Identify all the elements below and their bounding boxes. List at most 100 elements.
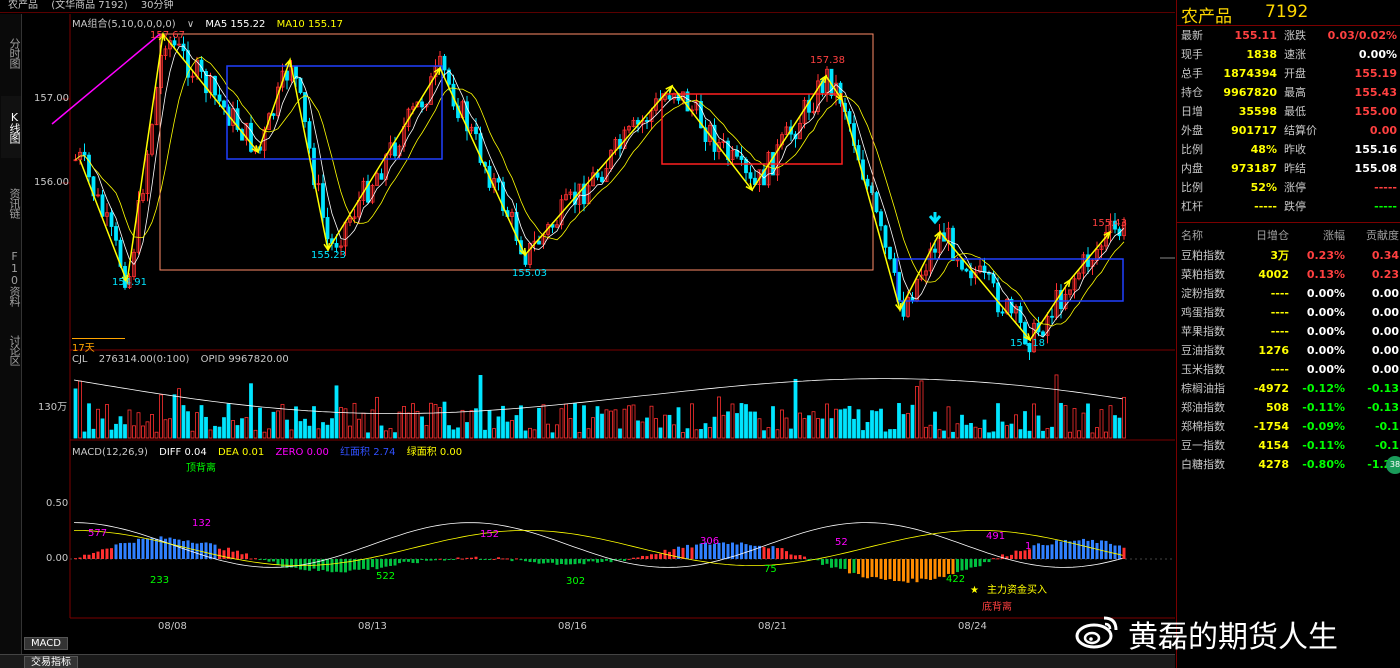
product-name: 农产品 <box>8 0 38 11</box>
y-tick-label: 157.00 <box>34 93 69 104</box>
high-price-label: 157.38 <box>810 55 845 66</box>
macd-histogram-bar <box>861 559 865 578</box>
candle-body <box>798 122 802 140</box>
notification-badge[interactable]: 38 <box>1386 456 1400 474</box>
volume-bar <box>253 429 258 439</box>
macd-indicator-header[interactable]: MACD(12,26,9) DIFF 0.04 DEA 0.01 ZERO 0.… <box>72 443 470 458</box>
main-chart[interactable] <box>0 0 1175 654</box>
volume-bar <box>244 417 249 439</box>
volume-bar <box>559 408 564 439</box>
index-row[interactable]: 棕榈油指 -4972 -0.12% -0.13 <box>1177 379 1400 398</box>
candle-body <box>1041 331 1045 336</box>
candle-body <box>325 217 330 240</box>
macd-histogram-bar <box>780 548 784 559</box>
tab-news[interactable]: 资讯链 <box>8 188 21 218</box>
title-bar: 农产品 (文华商品 7192) 30分钟 <box>0 0 1175 13</box>
volume-bar <box>483 429 487 439</box>
macd-histogram-bar <box>762 547 766 559</box>
tab-timeshare[interactable]: 分时图 <box>8 38 21 68</box>
days-label: 17天 <box>72 338 125 354</box>
macd-histogram-bar <box>929 559 932 580</box>
arrowhead-icon <box>1103 230 1112 239</box>
volume-indicator-header[interactable]: CJL 276314.00(0:100) OPID 9967820.00 <box>72 354 297 365</box>
macd-bar-count-label: 52 <box>835 537 848 548</box>
ma10-value: MA10 155.17 <box>276 19 343 30</box>
tab-discussion[interactable]: 讨论区 <box>8 335 21 365</box>
index-row[interactable]: 鸡蛋指数 ---- 0.00% 0.00 <box>1177 303 1400 322</box>
index-row[interactable]: 郑油指数 508 -0.11% -0.13 <box>1177 398 1400 417</box>
chevron-down-icon[interactable]: ∨ <box>186 19 195 30</box>
index-contribution: -0.13 <box>1367 401 1399 414</box>
macd-histogram-bar <box>200 542 203 559</box>
volume-bar <box>294 406 298 439</box>
index-row[interactable]: 玉米指数 ---- 0.00% 0.00 <box>1177 360 1400 379</box>
consolidation-box <box>159 33 874 271</box>
index-row[interactable]: 白糖指数 4278 -0.80% -1.24 <box>1177 455 1400 474</box>
macd-histogram-bar <box>483 559 487 560</box>
macd-bar-count-label: 1 <box>1025 541 1032 552</box>
index-row[interactable]: 豆油指数 1276 0.00% 0.00 <box>1177 341 1400 360</box>
macd-histogram-bar <box>1068 541 1072 559</box>
candle-body <box>645 120 649 123</box>
volume-bar <box>406 412 411 439</box>
volume-bar <box>879 408 883 439</box>
macd-histogram <box>73 522 1126 583</box>
x-tick-label: 08/21 <box>758 621 787 632</box>
watermark-text: 黄磊的期货人生 <box>1128 620 1338 655</box>
tab-f10[interactable]: F10资料 <box>8 250 21 306</box>
volume-bar <box>685 428 690 439</box>
quote-value: 48% <box>1250 143 1277 156</box>
macd-histogram-bar <box>596 559 599 563</box>
quote-row: 比例 52% 涨停 ----- <box>1177 178 1400 197</box>
volume-bar <box>159 394 163 439</box>
volume-bar <box>420 416 424 439</box>
buy-signal-text: 主力资金买入 <box>986 585 1047 596</box>
macd-histogram-bar <box>843 559 847 569</box>
volume-bar <box>91 428 96 439</box>
volume-bar <box>226 403 231 439</box>
volume-bar <box>1023 411 1027 439</box>
macd-bar-count-label: 152 <box>480 529 500 540</box>
macd-histogram-bar <box>951 559 955 575</box>
macd-histogram-bar <box>380 559 383 568</box>
volume-bar <box>460 409 465 439</box>
macd-histogram-bar <box>312 559 316 569</box>
tab-trade-indicator[interactable]: 交易指标 <box>24 656 78 668</box>
candle-body <box>366 180 370 203</box>
volume-bars <box>73 374 1126 439</box>
candle-body <box>919 274 924 280</box>
macd-histogram-bar <box>488 559 491 560</box>
macd-histogram-bar <box>1005 556 1009 559</box>
macd-histogram-bar <box>834 559 838 568</box>
volume-bar <box>829 418 834 439</box>
volume-bar <box>352 402 357 439</box>
tab-kline[interactable]: K线图 <box>1 96 21 158</box>
col-header-increase[interactable]: 日增仓 <box>1256 229 1289 242</box>
index-row[interactable]: 豆粕指数 3万 0.23% 0.34 <box>1177 246 1400 265</box>
main-indicator-header[interactable]: MA组合(5,10,0,0,0,0) ∨ MA5 155.22 MA10 155… <box>72 15 351 30</box>
index-row[interactable]: 菜粕指数 4002 0.13% 0.23 <box>1177 265 1400 284</box>
tab-macd[interactable]: MACD <box>24 637 68 650</box>
macd-histogram-bar <box>546 559 550 563</box>
left-tab-bar: 分时图 K线图 资讯链 F10资料 讨论区 <box>0 14 22 654</box>
volume-bar <box>919 380 924 439</box>
col-header-change[interactable]: 涨幅 <box>1323 229 1345 242</box>
candle-body <box>654 98 658 111</box>
volume-bar <box>127 409 132 439</box>
index-contribution: 0.23 <box>1371 268 1399 281</box>
volume-bar <box>505 421 510 439</box>
volume-bar <box>825 403 829 439</box>
macd-histogram-bar <box>501 558 505 560</box>
col-header-contribution[interactable]: 贡献度 <box>1366 229 1399 242</box>
macd-histogram-bar <box>245 553 248 559</box>
candle-body <box>141 193 145 201</box>
index-row[interactable]: 郑棉指数 -1754 -0.09% -0.1 <box>1177 417 1400 436</box>
arrowhead-icon <box>934 230 941 240</box>
index-row[interactable]: 豆一指数 4154 -0.11% -0.1 <box>1177 436 1400 455</box>
arrowhead-icon <box>121 274 128 284</box>
volume-bar <box>190 430 195 439</box>
index-row[interactable]: 苹果指数 ---- 0.00% 0.00 <box>1177 322 1400 341</box>
candle-body <box>996 282 1000 313</box>
period-selector[interactable]: 30分钟 <box>140 0 174 11</box>
index-row[interactable]: 淀粉指数 ---- 0.00% 0.00 <box>1177 284 1400 303</box>
